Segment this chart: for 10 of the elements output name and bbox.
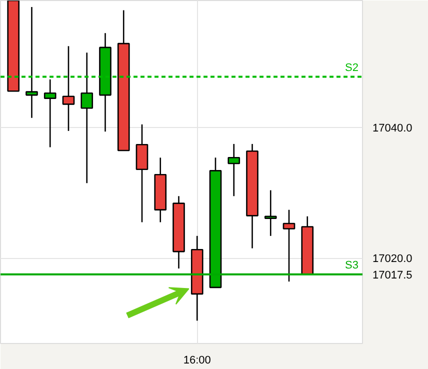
y-tick-label: 17020.0 bbox=[372, 253, 412, 266]
candlestick bbox=[228, 143, 240, 197]
candlestick bbox=[264, 190, 277, 237]
y-tick-label: 17017.5 bbox=[372, 269, 412, 282]
ref-line-label: S2 bbox=[345, 62, 359, 74]
y-tick-label: 17040.0 bbox=[372, 122, 412, 135]
candlestick bbox=[282, 209, 296, 282]
candlestick bbox=[62, 45, 75, 132]
ref-line-label: S3 bbox=[345, 259, 359, 272]
x-tick-label: 16:00 bbox=[183, 354, 211, 366]
